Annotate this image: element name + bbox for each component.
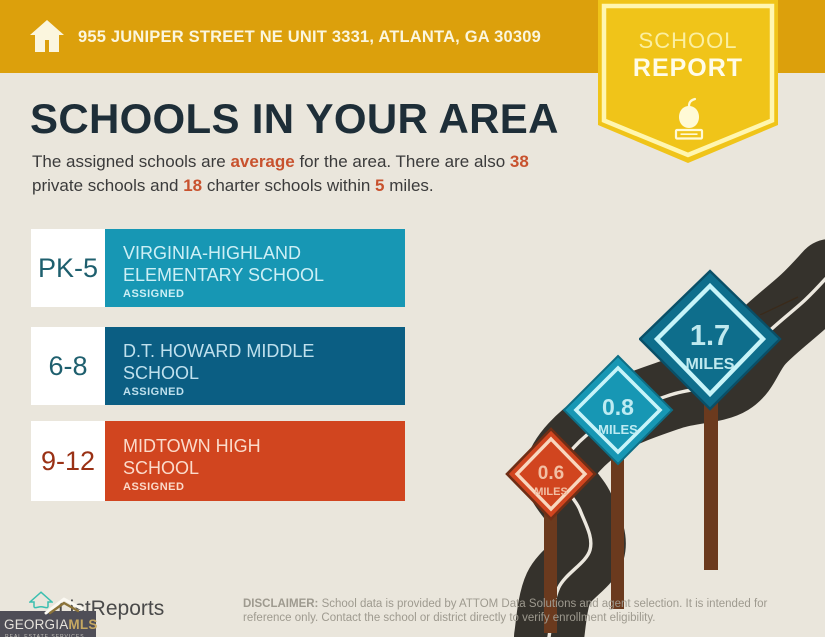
svg-text:0.8: 0.8 xyxy=(602,394,634,420)
svg-text:MILES: MILES xyxy=(686,356,735,373)
svg-text:MILES: MILES xyxy=(534,486,568,498)
svg-text:1.7: 1.7 xyxy=(690,320,730,352)
svg-text:0.6: 0.6 xyxy=(538,463,564,484)
svg-text:MILES: MILES xyxy=(598,422,638,437)
